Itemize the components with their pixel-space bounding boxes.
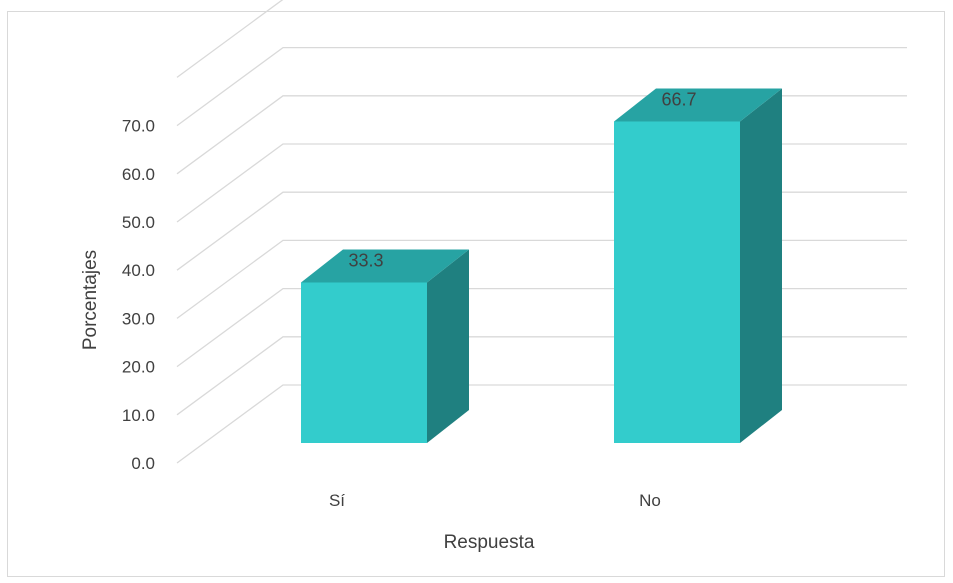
y-tick-label: 20.0 [122,358,155,377]
bars [301,88,782,444]
gridlines [176,0,907,464]
gridline [176,287,907,368]
y-tick-label: 60.0 [122,165,155,184]
y-tick-label: 50.0 [122,213,155,232]
y-tick-label: 30.0 [122,309,155,328]
bar-front-face [301,282,427,443]
gridline [176,95,907,175]
y-tick-label: 10.0 [122,406,155,425]
gridline [176,143,907,223]
bar-top-face [301,249,469,283]
bar-front-face [614,121,740,444]
y-tick-label: 70.0 [122,117,155,136]
gridline [176,0,907,78]
gridline [176,336,907,416]
y-axis-tick-labels: 0.0 10.0 20.0 30.0 40.0 50.0 60.0 70.0 [122,117,155,473]
bar-side-face [740,88,782,444]
chart-frame [7,11,945,577]
y-tick-label: 40.0 [122,261,155,280]
bar-side-face [427,249,469,443]
x-axis-title: Respuesta [444,532,535,553]
data-labels: 33.3 66.7 [348,90,696,271]
data-label: 66.7 [661,90,696,110]
y-axis-title: Porcentajes [80,250,101,350]
gridline [176,239,907,319]
gridline [176,191,907,271]
bar-top-face [614,88,782,122]
data-label: 33.3 [348,250,383,270]
x-tick-label: Sí [329,491,345,510]
x-tick-label: No [639,491,661,510]
bar-Sí [301,249,469,443]
y-tick-label: 0.0 [131,454,155,473]
bar-No [614,88,782,444]
gridline [176,46,907,127]
x-axis-tick-labels: Sí No [329,491,661,510]
gridline [176,384,907,464]
